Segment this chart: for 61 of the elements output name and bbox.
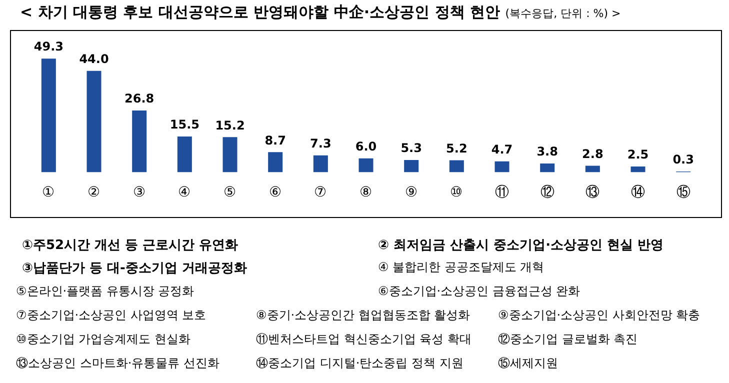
bar bbox=[177, 136, 192, 172]
data-label: 2.8 bbox=[582, 146, 604, 161]
x-tick-label: ⑪ bbox=[495, 183, 509, 200]
x-tick-label: ⑨ bbox=[404, 183, 418, 200]
text: ⑬소상공인 스마트화·유통물류 선진화 bbox=[16, 355, 220, 372]
data-label: 2.5 bbox=[627, 148, 649, 162]
x-tick-label: ⑮ bbox=[676, 183, 690, 200]
text: ⑮세제지원 bbox=[498, 355, 558, 372]
data-label: 7.3 bbox=[310, 136, 332, 151]
bar bbox=[313, 155, 328, 172]
x-tick-label: ① bbox=[42, 183, 56, 200]
bar bbox=[630, 166, 646, 172]
x-tick-label: ⑦ bbox=[314, 183, 328, 200]
text: ⑪벤처스타트업 혁신중소기업 육성 확대 bbox=[256, 331, 472, 348]
data-label: 0.3 bbox=[672, 152, 694, 167]
x-tick-label: ④ bbox=[178, 183, 192, 200]
x-tick-label: ⑧ bbox=[360, 183, 372, 200]
chart-title: < 차기 대통령 후보 대선공약으로 반영돼야할 中企·소상공인 정책 현안 bbox=[20, 3, 500, 21]
data-label: 4.7 bbox=[491, 142, 513, 156]
bar bbox=[358, 158, 374, 172]
data-label: 3.8 bbox=[536, 144, 558, 159]
data-label: 44.0 bbox=[79, 52, 109, 66]
x-tick-label: ⑥ bbox=[268, 183, 282, 200]
bar bbox=[268, 152, 283, 172]
text: ⑥중소기업·소상공인 금융접근성 완화 bbox=[378, 283, 580, 300]
data-label: 8.7 bbox=[264, 133, 286, 148]
bar bbox=[132, 110, 147, 172]
data-label: 5.2 bbox=[446, 141, 468, 156]
text: ⑧중기·소상공인간 협업협동조합 활성화 bbox=[256, 307, 470, 324]
data-label: 15.5 bbox=[170, 118, 200, 132]
bar bbox=[222, 137, 238, 172]
x-tick-label: ⑬ bbox=[586, 183, 600, 200]
bar bbox=[494, 161, 510, 172]
chart-subtitle: (복수응답, 단위 : %) > bbox=[505, 7, 621, 20]
text: ⑭중소기업 디지털·탄소중립 정책 지원 bbox=[256, 355, 464, 372]
text: ④ 불합리한 공공조달제도 개혁 bbox=[378, 259, 544, 276]
x-tick-label: ⑫ bbox=[540, 183, 554, 200]
text: ③납품단가 등 대-중소기업 거래공정화 bbox=[22, 260, 247, 277]
text: ⑤온라인·플랫폼 유통시장 공정화 bbox=[16, 283, 194, 300]
bar bbox=[41, 58, 56, 172]
text: ② 최저임금 산출시 중소기업·소상공인 현실 반영 bbox=[378, 237, 664, 254]
bar bbox=[540, 163, 555, 172]
data-label: 49.3 bbox=[34, 40, 64, 54]
bar bbox=[86, 70, 102, 172]
x-tick-label: ② bbox=[88, 183, 100, 200]
text: ⑫중소기업 글로벌화 촉진 bbox=[498, 331, 638, 348]
data-label: 5.3 bbox=[400, 141, 422, 156]
x-tick-label: ⑤ bbox=[224, 183, 236, 200]
data-label: 15.2 bbox=[215, 118, 245, 132]
text: ⑩중소기업 가업승계제도 현실화 bbox=[16, 331, 190, 348]
x-tick-label: ③ bbox=[132, 183, 146, 200]
x-tick-label: ⑭ bbox=[631, 183, 645, 200]
text: ⑨중소기업·소상공인 사회안전망 확충 bbox=[498, 307, 700, 324]
data-label: 26.8 bbox=[124, 92, 154, 106]
bar bbox=[585, 166, 600, 172]
x-tick-label: ⑩ bbox=[450, 183, 464, 200]
text: ①주52시간 개선 등 근로시간 유연화 bbox=[22, 237, 238, 254]
text: ⑦중소기업·소상공인 사업영역 보호 bbox=[16, 307, 206, 324]
bar bbox=[449, 160, 464, 172]
bar bbox=[404, 160, 419, 172]
data-label: 6.0 bbox=[355, 140, 377, 154]
